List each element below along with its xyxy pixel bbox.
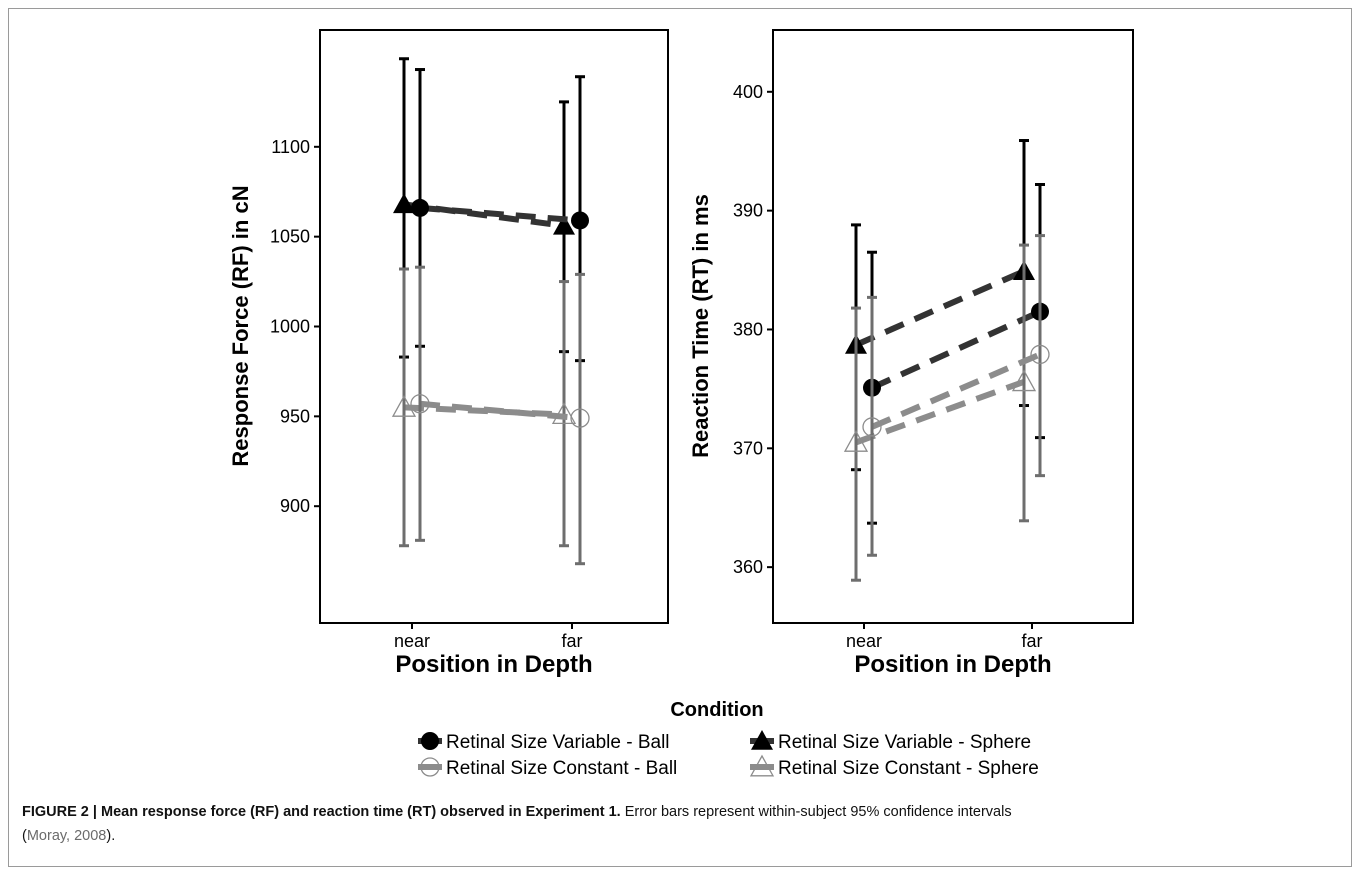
- y-tick-label: 380: [733, 319, 763, 339]
- plot-border: [319, 29, 669, 624]
- caption-citation: Moray, 2008: [26, 828, 107, 844]
- caption-title: FIGURE 2 | Mean response force (RF) and …: [22, 804, 621, 820]
- data-point: [570, 408, 590, 428]
- y-tick-label: 400: [733, 82, 763, 102]
- error-bar: [559, 280, 569, 548]
- series-line: [419, 400, 581, 422]
- error-bar: [851, 306, 861, 582]
- y-tick-label: 1000: [270, 317, 310, 337]
- legend-key-marker: [751, 730, 773, 750]
- panel-reaction-time: 360 370 380 390 400 near far Reaction Time (R…: [688, 29, 1134, 678]
- legend-item: Retinal Size Variable - Sphere: [750, 730, 1031, 753]
- x-axis-title: Position in Depth: [854, 651, 1051, 678]
- legend-item: Retinal Size Constant - Sphere: [749, 754, 1039, 779]
- legend-items: Retinal Size Variable - Ball Retinal Size…: [418, 730, 1039, 779]
- caption-close: ).: [106, 828, 116, 844]
- data-point: [862, 417, 882, 437]
- data-point: [1030, 344, 1050, 365]
- figure-caption: FIGURE 2 | Mean response force (RF) and …: [22, 800, 1332, 848]
- error-bar: [1019, 243, 1029, 523]
- data-point: [411, 198, 429, 217]
- legend-label: Retinal Size Constant - Ball: [446, 758, 677, 779]
- data-point: [1011, 369, 1037, 392]
- series-line: [854, 378, 1026, 446]
- chart-marks: [391, 57, 590, 566]
- legend-key-marker: [420, 757, 440, 777]
- figure-svg: 900 950 1000 1050 1100 near far Response Forc…: [228, 29, 1134, 779]
- y-axis-title: Response Force (RF) in cN: [228, 185, 253, 466]
- figure-frame: [8, 8, 1352, 867]
- legend-title: Condition: [670, 699, 763, 721]
- data-point: [571, 211, 589, 230]
- x-axis-ticks: near far: [394, 623, 583, 651]
- caption-open-paren: (: [22, 828, 27, 844]
- caption-text: Error bars represent within-subject 95% …: [620, 804, 1012, 820]
- y-tick-label: 390: [733, 201, 763, 221]
- x-axis-title: Position in Depth: [395, 651, 592, 678]
- error-bar: [1035, 234, 1045, 478]
- y-axis-title: Reaction Time (RT) in ms: [688, 194, 713, 458]
- error-bar: [867, 295, 877, 557]
- chart-marks: [843, 139, 1050, 582]
- data-point: [393, 193, 415, 214]
- x-axis-ticks: near far: [846, 623, 1043, 651]
- x-tick-label: near: [846, 631, 882, 651]
- y-axis-ticks: 360 370 380 390 400: [733, 82, 773, 577]
- x-tick-label: near: [394, 631, 430, 651]
- error-bar: [399, 267, 409, 548]
- legend-key-marker: [421, 732, 439, 750]
- y-axis-ticks: 900 950 1000 1050 1100: [270, 137, 320, 516]
- y-tick-label: 1050: [270, 227, 310, 247]
- y-tick-label: 1100: [271, 137, 310, 157]
- legend: Condition Retinal Size Variable - Ball Re…: [418, 699, 1039, 779]
- legend-item: Retinal Size Variable - Ball: [418, 732, 670, 753]
- legend-label: Retinal Size Variable - Ball: [446, 732, 670, 753]
- y-tick-label: 370: [733, 438, 763, 458]
- data-point: [553, 214, 575, 235]
- series-line: [419, 204, 581, 224]
- y-tick-label: 900: [280, 496, 310, 516]
- x-tick-label: far: [1021, 631, 1042, 651]
- x-tick-label: far: [561, 631, 582, 651]
- plot-border: [772, 29, 1134, 624]
- legend-item: Retinal Size Constant - Ball: [418, 757, 677, 779]
- error-bar: [415, 265, 425, 542]
- error-bar: [575, 272, 585, 566]
- panel-response-force: 900 950 1000 1050 1100 near far Response Forc…: [228, 29, 669, 678]
- y-tick-label: 950: [280, 406, 310, 426]
- y-tick-label: 360: [733, 557, 763, 577]
- data-point: [843, 430, 869, 452]
- legend-key-marker: [749, 754, 775, 777]
- series-line: [870, 308, 1042, 391]
- data-point: [391, 395, 417, 417]
- legend-label: Retinal Size Constant - Sphere: [778, 758, 1039, 779]
- data-point: [410, 394, 430, 414]
- legend-label: Retinal Size Variable - Sphere: [778, 732, 1031, 753]
- series-line: [854, 268, 1026, 348]
